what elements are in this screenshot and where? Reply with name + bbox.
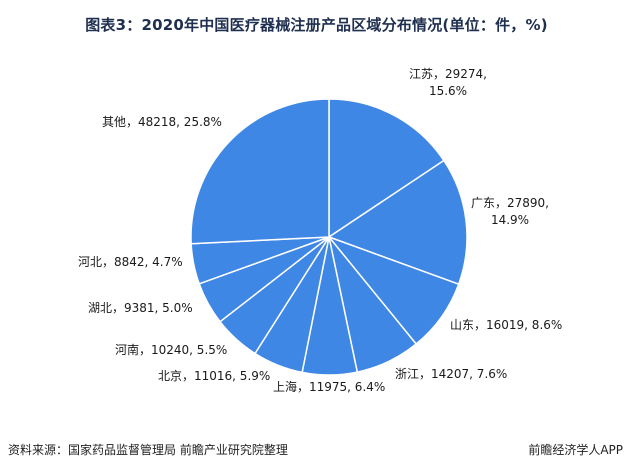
data-label-河南: 河南，10240, 5.5% (115, 342, 227, 357)
data-label-其他: 其他，48218, 25.8% (102, 115, 222, 129)
data-label-湖北: 湖北，9381, 5.0% (88, 300, 193, 315)
pie-slice-江苏 (328, 98, 445, 239)
pie-slice-其他 (190, 98, 330, 245)
chart-title: 图表3：2020年中国医疗器械注册产品区域分布情况(单位：件，%) (85, 16, 548, 34)
data-label-江苏: 江苏，29274, 15.6% (409, 67, 487, 98)
data-label-广东: 广东，27890, 14.9% (471, 196, 549, 227)
pie-slice-广东 (327, 159, 468, 286)
data-label-河北: 河北，8842, 4.7% (78, 255, 183, 269)
data-label-浙江: 浙江，14207, 7.6% (395, 367, 507, 381)
data-label-上海: 上海，11975, 6.4% (273, 379, 385, 394)
data-label-北京: 北京，11016, 5.9% (158, 369, 270, 383)
source-note: 资料来源：国家药品监督管理局 前瞻产业研究院整理 (8, 443, 288, 457)
watermark-app-name: 前瞻经济学人APP (528, 443, 623, 457)
data-label-山东: 山东，16019, 8.6% (450, 318, 562, 332)
